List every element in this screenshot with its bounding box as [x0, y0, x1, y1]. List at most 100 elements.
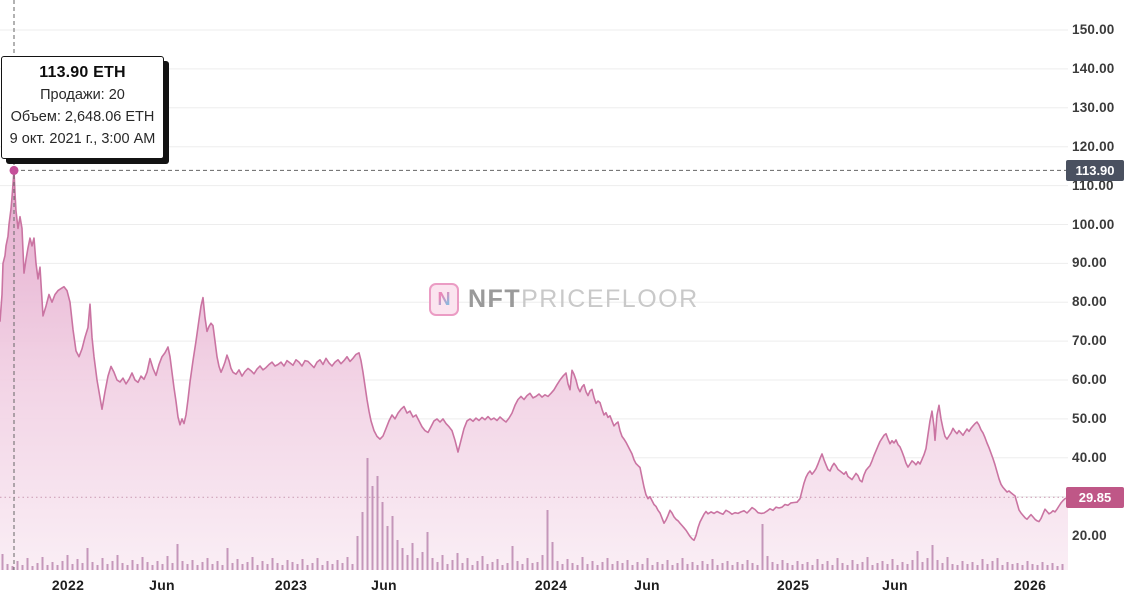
- volume-bar: [581, 557, 584, 570]
- volume-bar: [386, 526, 389, 570]
- volume-bar: [451, 560, 454, 570]
- volume-bar: [891, 559, 894, 570]
- volume-bar: [641, 564, 644, 570]
- volume-bar: [946, 557, 949, 570]
- y-axis-label: 70.00: [1072, 333, 1107, 349]
- volume-bar: [146, 562, 149, 570]
- volume-bar: [201, 562, 204, 570]
- volume-bar: [621, 563, 624, 570]
- volume-bar: [1061, 564, 1064, 570]
- volume-bar: [876, 563, 879, 570]
- volume-bar: [586, 564, 589, 570]
- y-axis-label: 140.00: [1072, 60, 1115, 76]
- volume-bar: [1, 554, 4, 570]
- volume-bar: [801, 564, 804, 570]
- volume-bar: [1026, 561, 1029, 570]
- volume-bar: [711, 559, 714, 570]
- volume-bar: [456, 553, 459, 570]
- volume-bar: [31, 566, 34, 570]
- volume-bar: [211, 564, 214, 570]
- volume-bar: [831, 565, 834, 570]
- volume-bar: [231, 563, 234, 570]
- volume-bar: [311, 563, 314, 570]
- y-axis-label: 50.00: [1072, 410, 1107, 426]
- volume-bar: [996, 558, 999, 570]
- volume-bar: [691, 562, 694, 570]
- volume-bar: [841, 563, 844, 570]
- tooltip-sales: Продажи: 20: [40, 87, 125, 103]
- volume-bar: [411, 543, 414, 570]
- volume-bar: [376, 476, 379, 570]
- y-axis-label: 60.00: [1072, 372, 1107, 387]
- volume-bar: [591, 561, 594, 570]
- volume-bar: [861, 562, 864, 570]
- volume-bar: [626, 560, 629, 570]
- volume-bar: [826, 561, 829, 570]
- volume-bar: [541, 555, 544, 570]
- volume-bar: [346, 557, 349, 570]
- volume-bar: [481, 556, 484, 570]
- tooltip-price: 113.90 ETH: [39, 64, 126, 81]
- volume-bar: [226, 548, 229, 570]
- volume-bar: [356, 536, 359, 570]
- volume-bar: [936, 560, 939, 570]
- volume-bar: [251, 557, 254, 570]
- volume-bar: [511, 546, 514, 570]
- volume-bar: [546, 510, 549, 570]
- volume-bar: [771, 562, 774, 570]
- volume-bar: [236, 559, 239, 570]
- volume-bar: [191, 560, 194, 570]
- y-axis-label: 20.00: [1072, 527, 1107, 543]
- x-axis-label: 2022: [51, 577, 85, 593]
- y-axis-label: 150.00: [1072, 22, 1115, 37]
- price-line: [0, 169, 1069, 542]
- volume-bar: [566, 559, 569, 570]
- volume-bar: [351, 564, 354, 570]
- volume-bar: [701, 561, 704, 570]
- volume-bar: [166, 556, 169, 570]
- volume-bar: [531, 563, 534, 570]
- volume-bar: [726, 561, 729, 570]
- volume-bar: [926, 558, 929, 570]
- volume-bar: [931, 545, 934, 570]
- volume-bar: [466, 558, 469, 570]
- volume-bar: [371, 486, 374, 570]
- volume-bar: [66, 555, 69, 570]
- volume-bar: [871, 565, 874, 570]
- volume-bar: [786, 563, 789, 570]
- volume-bar: [816, 559, 819, 570]
- volume-bar: [1006, 562, 1009, 570]
- volume-bar: [896, 565, 899, 570]
- y-axis-label: 40.00: [1072, 449, 1107, 465]
- x-axis-label: Jun: [371, 577, 397, 593]
- volume-bar: [181, 561, 184, 570]
- volume-bar: [606, 558, 609, 570]
- volume-bar: [381, 502, 384, 570]
- volume-bar: [921, 562, 924, 570]
- volume-bar: [981, 559, 984, 570]
- volume-bar: [431, 558, 434, 570]
- volume-bar: [51, 562, 54, 570]
- logo-letter: N: [437, 289, 451, 309]
- volume-bar: [551, 542, 554, 570]
- x-axis-label: Jun: [634, 577, 660, 593]
- volume-bar: [286, 560, 289, 570]
- volume-bar: [716, 565, 719, 570]
- volume-bar: [956, 565, 959, 570]
- volume-bar: [491, 562, 494, 570]
- volume-bar: [526, 558, 529, 570]
- x-axis-label: 2025: [776, 577, 810, 593]
- volume-bar: [866, 557, 869, 570]
- volume-bar: [36, 563, 39, 570]
- volume-bar: [476, 561, 479, 570]
- volume-bar: [111, 561, 114, 570]
- volume-bar: [761, 524, 764, 570]
- volume-bar: [781, 560, 784, 570]
- volume-bar: [951, 564, 954, 570]
- volume-bar: [81, 563, 84, 570]
- volume-bar: [101, 558, 104, 570]
- volume-bar: [536, 562, 539, 570]
- volume-bar: [171, 563, 174, 570]
- volume-bar: [571, 563, 574, 570]
